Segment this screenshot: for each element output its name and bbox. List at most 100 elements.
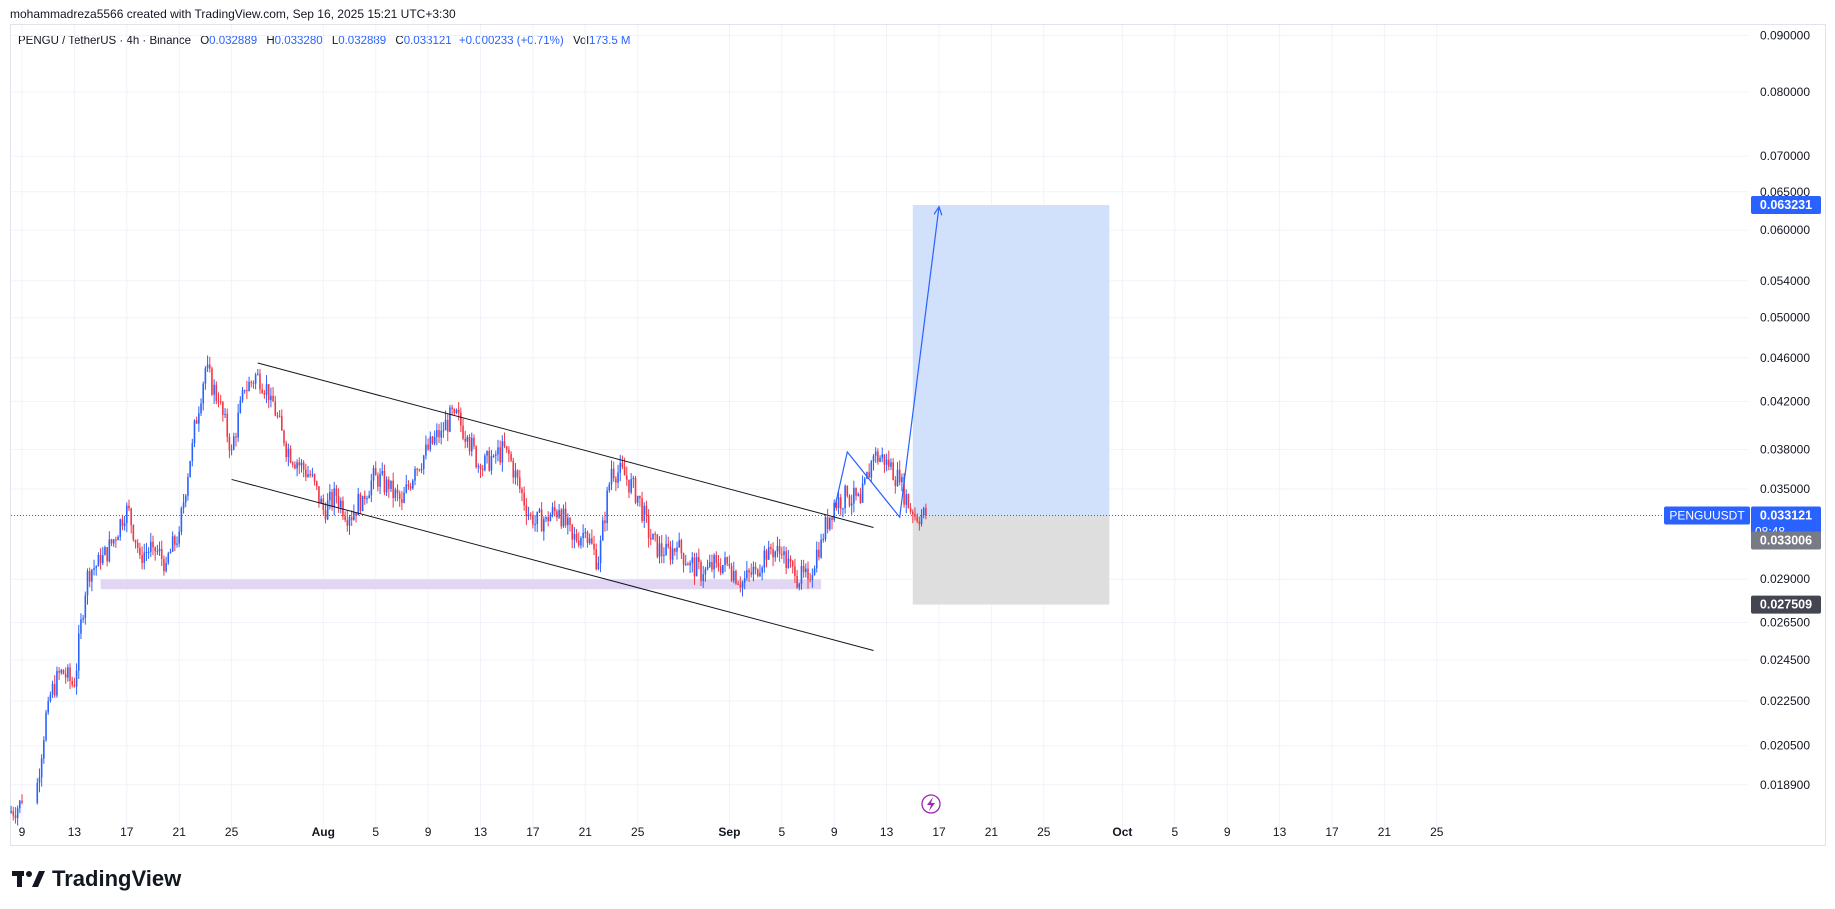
candle-body	[449, 407, 451, 432]
candle-body	[599, 540, 602, 563]
candle-body	[150, 541, 152, 552]
candle-body	[872, 455, 875, 462]
candle-body	[798, 583, 801, 588]
candle-body	[232, 436, 235, 450]
channel-upper-line[interactable]	[257, 362, 874, 528]
candle-body	[641, 498, 643, 521]
candle-body	[45, 712, 47, 741]
candle-body	[521, 488, 523, 494]
candle-body	[97, 554, 100, 567]
x-tick-label: 25	[631, 825, 645, 839]
candle-body	[134, 539, 137, 543]
x-tick-label: 17	[932, 825, 946, 839]
long-position-target-zone[interactable]	[912, 205, 1110, 516]
candle-body	[136, 542, 139, 548]
candle-body	[877, 451, 879, 462]
candle-body	[809, 579, 811, 581]
candle-body	[215, 384, 218, 402]
chart-frame[interactable]	[10, 24, 1826, 846]
candle-body	[152, 541, 154, 548]
candle-body	[680, 540, 683, 554]
candle-body	[470, 437, 473, 452]
candle-body	[595, 549, 598, 570]
candle-body	[540, 509, 543, 532]
candle-body	[165, 562, 167, 572]
candle-body	[868, 472, 870, 478]
y-tick-label: 0.065000	[1760, 185, 1810, 199]
candle-body	[200, 403, 202, 414]
price-axis-label[interactable]	[1751, 595, 1821, 614]
candle-body	[139, 547, 141, 556]
candle-body	[920, 514, 923, 525]
candle-body	[759, 572, 761, 576]
candle-body	[501, 441, 504, 463]
symbol-price-pill[interactable]	[1664, 506, 1750, 525]
candle-body	[826, 517, 829, 530]
candle-body	[130, 508, 132, 525]
candle-body	[36, 782, 39, 803]
change-value: +0.000233 (+0.71%)	[458, 35, 564, 47]
candle-body	[571, 524, 573, 540]
candle-body	[438, 430, 440, 438]
candle-body	[800, 566, 803, 584]
price-axis-label[interactable]	[1751, 531, 1821, 550]
candle-body	[300, 462, 303, 466]
candle-body	[695, 557, 698, 577]
candle-body	[674, 548, 676, 552]
candle-body	[263, 392, 266, 395]
candle-body	[890, 462, 892, 467]
candle-body	[763, 550, 766, 568]
candle-body	[12, 811, 15, 816]
candle-body	[326, 500, 329, 520]
candle-body	[754, 566, 757, 570]
candle-body	[918, 521, 921, 525]
price-axis-label-value: 0.063231	[1760, 198, 1812, 212]
candle-body	[261, 389, 263, 393]
candle-body	[147, 551, 150, 553]
candle-body	[462, 425, 464, 439]
candle-body	[335, 488, 338, 496]
price-axis-label[interactable]	[1751, 196, 1821, 215]
symbol-title[interactable]: PENGU / TetherUS · 4h · Binance	[18, 35, 191, 47]
tradingview-logo[interactable]: TradingView	[12, 866, 181, 892]
candle-body	[584, 531, 587, 533]
support-zone[interactable]	[100, 579, 822, 590]
candle-body	[885, 459, 888, 465]
candle-body	[488, 451, 491, 471]
candle-body	[158, 549, 161, 552]
candle-body	[879, 458, 881, 462]
candle-body	[442, 430, 445, 432]
candle-body	[224, 413, 226, 415]
candle-body	[623, 467, 626, 476]
candle-body	[350, 517, 353, 520]
candle-body	[859, 494, 862, 503]
projection-path[interactable]	[833, 206, 940, 519]
candle-body	[309, 474, 311, 476]
candle-body	[791, 561, 794, 567]
candle-body	[794, 566, 796, 576]
candle-body	[748, 570, 750, 573]
y-tick-label: 0.029000	[1760, 572, 1810, 586]
candle-body	[761, 567, 763, 573]
candle-body	[615, 478, 617, 483]
candle-body	[516, 470, 519, 478]
candle-body	[257, 373, 259, 375]
long-position-stop-zone[interactable]	[912, 515, 1110, 605]
candle-body	[14, 815, 17, 818]
candle-body	[719, 566, 722, 573]
x-tick-label: 17	[120, 825, 134, 839]
candle-body	[80, 619, 82, 634]
candle-body	[492, 455, 495, 457]
candle-body	[588, 538, 591, 544]
candle-body	[612, 468, 615, 479]
symbol-price-pill-label: PENGUUSDT	[1669, 508, 1745, 522]
candle-body	[909, 507, 912, 512]
close-label: C	[395, 35, 404, 47]
channel-lower-line[interactable]	[231, 478, 874, 651]
candle-body	[239, 400, 242, 413]
candle-body	[51, 683, 54, 695]
candle-body	[315, 481, 318, 487]
candle-body	[802, 566, 805, 573]
candle-body	[737, 583, 739, 585]
